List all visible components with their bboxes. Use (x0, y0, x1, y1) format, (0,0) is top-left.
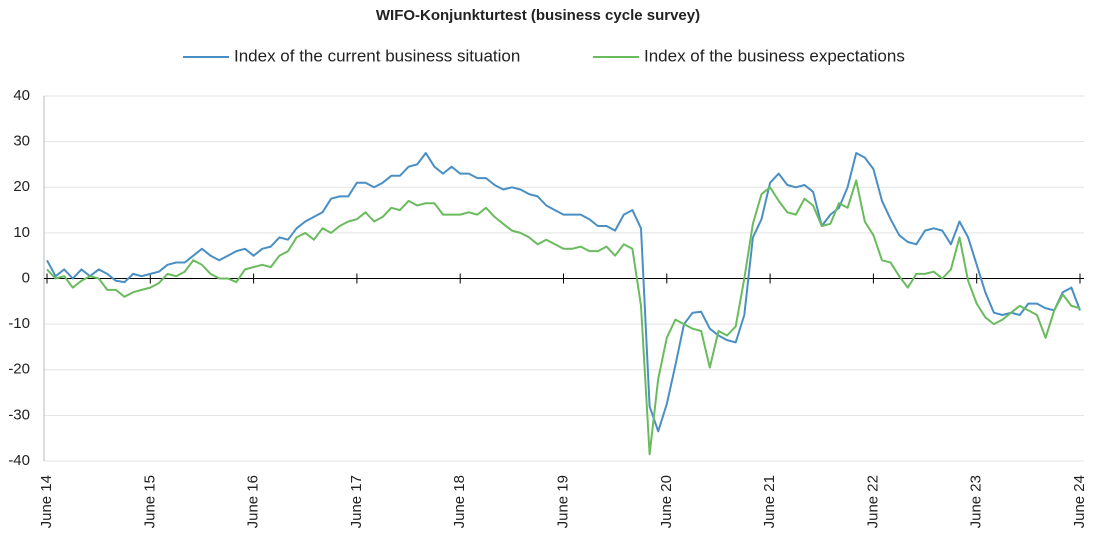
y-tick-label: 10 (13, 224, 30, 241)
y-tick-label: 40 (13, 87, 30, 104)
x-tick-label: June 24 (1071, 475, 1088, 528)
x-tick-label: June 22 (864, 475, 881, 528)
y-tick-label: -20 (8, 361, 30, 378)
y-tick-label: -40 (8, 452, 30, 469)
x-tick-label: June 18 (451, 475, 468, 528)
x-tick-label: June 17 (348, 475, 365, 528)
line-series (46, 152, 1081, 433)
y-tick-label: 20 (13, 178, 30, 195)
x-tick-label: June 16 (245, 475, 262, 528)
y-tick-label: -30 (8, 406, 30, 423)
legend-label: Index of the business expectations (644, 46, 905, 65)
y-tick-label: 0 (22, 269, 30, 286)
line-series (46, 179, 1081, 456)
x-tick-label: June 19 (554, 475, 571, 528)
x-tick-label: June 14 (38, 475, 55, 528)
x-tick-label: June 21 (761, 475, 778, 528)
chart-title: WIFO-Konjunkturtest (business cycle surv… (376, 7, 700, 24)
x-tick-label: June 20 (658, 475, 675, 528)
y-tick-label: 30 (13, 133, 30, 150)
x-tick-label: June 15 (141, 475, 158, 528)
x-tick-label: June 23 (968, 475, 985, 528)
y-tick-label: -10 (8, 315, 30, 332)
legend-label: Index of the current business situation (234, 46, 520, 65)
